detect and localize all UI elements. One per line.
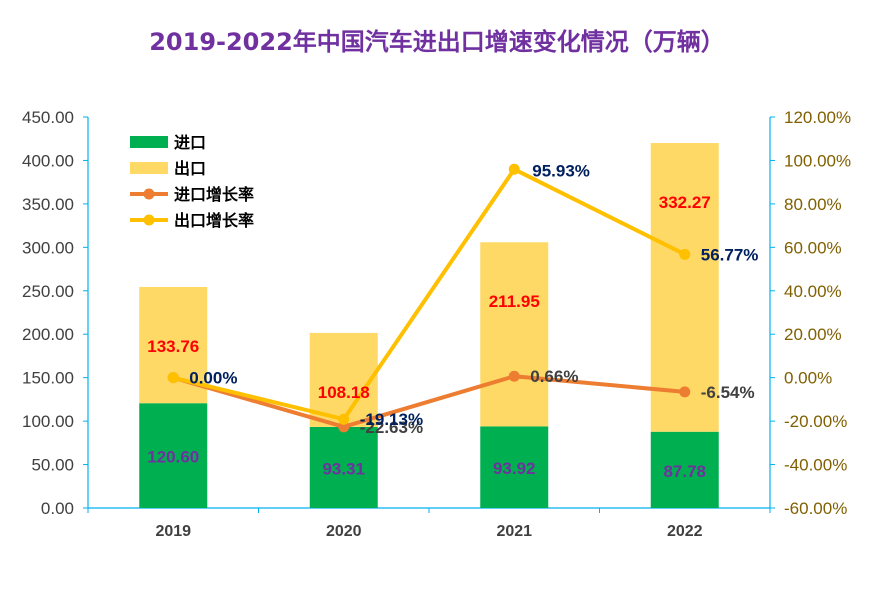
bar-value-label: 93.31 <box>322 459 365 478</box>
left-axis-tick-label: 50.00 <box>31 456 74 475</box>
x-axis-category-label: 2020 <box>326 523 362 540</box>
data-labels: 120.60 93.31 93.92 87.78 133.76 108.18 211.95 3… <box>147 161 758 481</box>
legend-label: 出口增长率 <box>174 211 254 230</box>
legend-swatch <box>130 136 168 148</box>
right-axis-tick-label: 60.00% <box>784 238 842 257</box>
left-axis-tick-label: 400.00 <box>22 151 74 170</box>
bar-value-label: 93.92 <box>493 459 536 478</box>
line-value-label: -19.13% <box>360 410 423 429</box>
bar-export <box>650 143 719 432</box>
right-axis-tick-label: 20.00% <box>784 325 842 344</box>
legend-label: 出口 <box>174 159 206 178</box>
bar-export <box>480 242 549 427</box>
bar-value-label: 120.60 <box>147 448 199 467</box>
bar-value-label: 133.76 <box>147 337 199 356</box>
left-axis-tick-label: 250.00 <box>22 282 74 301</box>
line-value-label: 56.77% <box>701 245 759 264</box>
left-axis-tick-label: 100.00 <box>22 412 74 431</box>
line-value-label: 0.00% <box>189 369 237 388</box>
line-value-label: -6.54% <box>701 383 755 402</box>
x-axis-category-label: 2021 <box>496 523 532 540</box>
left-axis-tick-label: 200.00 <box>22 325 74 344</box>
line-point <box>508 370 520 382</box>
line-point <box>338 421 350 433</box>
bar-import <box>309 426 378 508</box>
x-axis-category-label: 2019 <box>155 523 191 540</box>
line-point <box>679 248 691 260</box>
right-axis-tick-label: 100.00% <box>784 151 851 170</box>
bar-import <box>650 431 719 508</box>
line-value-label: 95.93% <box>532 161 590 180</box>
legend-label: 进口 <box>174 133 206 152</box>
bar-import <box>139 403 208 508</box>
right-axis-tick-label: 120.00% <box>784 108 851 127</box>
left-axis-tick-label: 150.00 <box>22 369 74 388</box>
x-axis-category-label: 2022 <box>667 523 703 540</box>
legend-swatch <box>130 162 168 174</box>
bar-value-label: 108.18 <box>318 383 370 402</box>
line-export-growth <box>172 167 686 422</box>
left-axis-tick-label: 450.00 <box>22 108 74 127</box>
right-axis-tick-label: 0.00% <box>784 369 832 388</box>
left-axis-tick-label: 300.00 <box>22 238 74 257</box>
line-value-label: 0.66% <box>530 367 578 386</box>
legend-label: 进口增长率 <box>174 185 254 204</box>
line-point <box>167 372 179 384</box>
bar-import <box>480 426 549 508</box>
lines <box>167 163 691 433</box>
line-point <box>679 386 691 398</box>
bars <box>139 143 719 508</box>
left-axis-tick-label: 350.00 <box>22 195 74 214</box>
legend-marker <box>143 188 155 200</box>
right-axis-tick-label: 80.00% <box>784 195 842 214</box>
chart-title: 2019-2022年中国汽车进出口增速变化情况（万辆） <box>149 28 725 56</box>
bar-value-label: 87.78 <box>663 462 706 481</box>
line-point <box>508 163 520 175</box>
left-axis-tick-label: 0.00 <box>41 499 74 518</box>
axes: 0.00 50.00 100.00 150.00 200.00 250.00 300.00 3… <box>22 108 851 540</box>
right-axis-tick-label: -60.00% <box>784 499 847 518</box>
legend-marker <box>143 214 155 226</box>
line-value-label: -22.63% <box>360 418 423 437</box>
bar-value-label: 332.27 <box>659 193 711 212</box>
bar-value-label: 211.95 <box>489 292 540 311</box>
right-axis-tick-label: -40.00% <box>784 456 847 475</box>
bar-export <box>309 332 378 427</box>
right-axis-tick-label: -20.00% <box>784 412 847 431</box>
line-point <box>338 413 350 425</box>
line-import-growth <box>172 374 685 429</box>
right-axis-tick-label: 40.00% <box>784 282 842 301</box>
